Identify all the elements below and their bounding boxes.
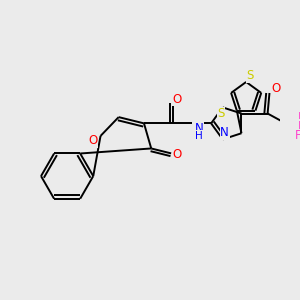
Text: F: F [298, 120, 300, 133]
Text: N: N [195, 122, 203, 134]
Text: O: O [173, 148, 182, 161]
Text: S: S [217, 107, 224, 120]
Text: F: F [298, 111, 300, 124]
Text: S: S [246, 69, 254, 82]
Text: O: O [272, 82, 280, 95]
Text: O: O [88, 134, 98, 147]
Text: N: N [220, 126, 229, 139]
Text: F: F [295, 129, 300, 142]
Text: H: H [195, 130, 203, 140]
Text: O: O [172, 93, 181, 106]
